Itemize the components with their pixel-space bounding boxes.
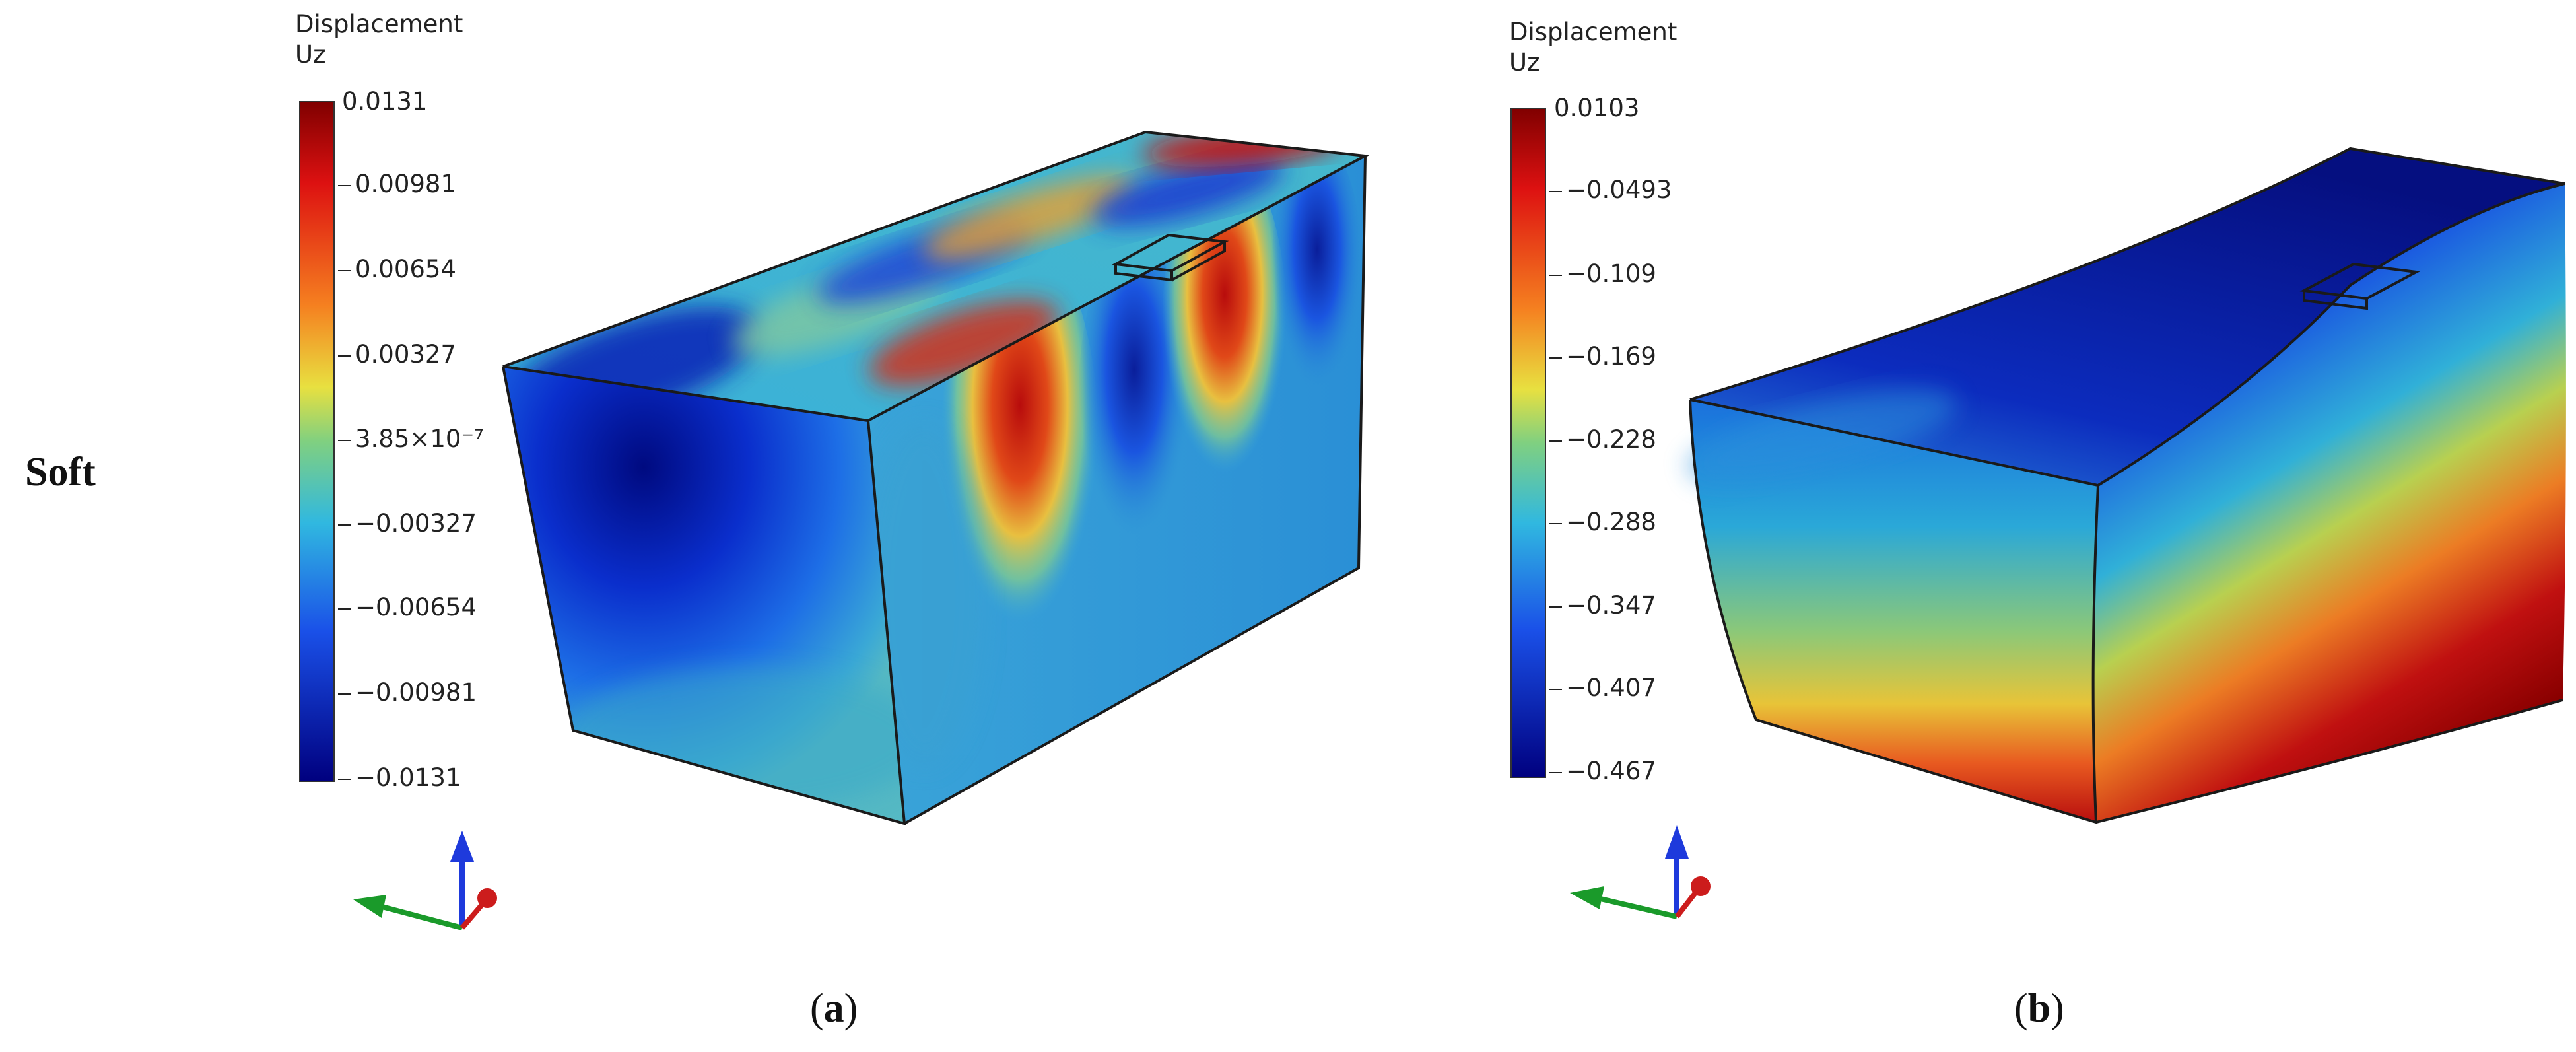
panel-b-tick: −0.347 <box>1549 592 1656 619</box>
panel-b-axes-triad <box>1570 825 1711 919</box>
y-axis-arrow-icon <box>353 895 386 918</box>
panel-a-tick: 0.00981 <box>338 171 456 197</box>
panel-a-tick: 0.0131 <box>342 87 428 116</box>
panel-b-tick: 0.0103 <box>1554 94 1640 122</box>
panel-b-tick: −0.228 <box>1549 427 1656 453</box>
panel-a-front-face <box>503 367 904 824</box>
panel-b-front-face <box>1690 400 2098 822</box>
y-axis-arrow-icon <box>1570 886 1604 909</box>
panel-a-tick: 0.00654 <box>338 256 456 283</box>
panel-b-legend-title: Displacement Uz <box>1509 18 1678 77</box>
panel-a-tick: −0.0131 <box>338 765 461 791</box>
x-axis-arrow-icon <box>1691 876 1711 896</box>
z-axis-arrow-icon <box>1665 825 1689 859</box>
panel-a-model <box>502 130 1370 825</box>
panel-b-tick: −0.169 <box>1549 343 1656 370</box>
panel-a-side-face <box>868 156 1365 824</box>
panel-a-tick: 0.00327 <box>338 341 456 368</box>
panel-b-model <box>1687 147 2566 824</box>
panel-b-tick: −0.0493 <box>1549 177 1672 203</box>
panel-b-tick: −0.109 <box>1549 261 1656 287</box>
panel-a-colorbar <box>299 101 335 782</box>
panel-b-tick: −0.467 <box>1549 758 1656 785</box>
panel-a-tick: −0.00654 <box>338 594 477 621</box>
x-axis-arrow-icon <box>477 888 497 908</box>
panel-a-axes-triad <box>353 831 497 930</box>
panel-b-caption: (b) <box>2014 986 2064 1031</box>
panel-a-tick: −0.00327 <box>338 510 477 537</box>
row-label: Soft <box>25 450 96 495</box>
panel-b-side-face <box>2093 184 2566 822</box>
panel-a-caption: (a) <box>810 986 858 1031</box>
z-axis-arrow-icon <box>450 831 474 862</box>
panel-b-colorbar <box>1510 108 1546 778</box>
panel-b-tick: −0.407 <box>1549 675 1656 701</box>
panel-b-tick: −0.288 <box>1549 509 1656 536</box>
panel-a-tick: −0.00981 <box>338 680 477 706</box>
panel-a-legend-title: Displacement Uz <box>295 10 463 69</box>
panel-a-tick: 3.85×10⁻⁷ <box>338 426 484 452</box>
